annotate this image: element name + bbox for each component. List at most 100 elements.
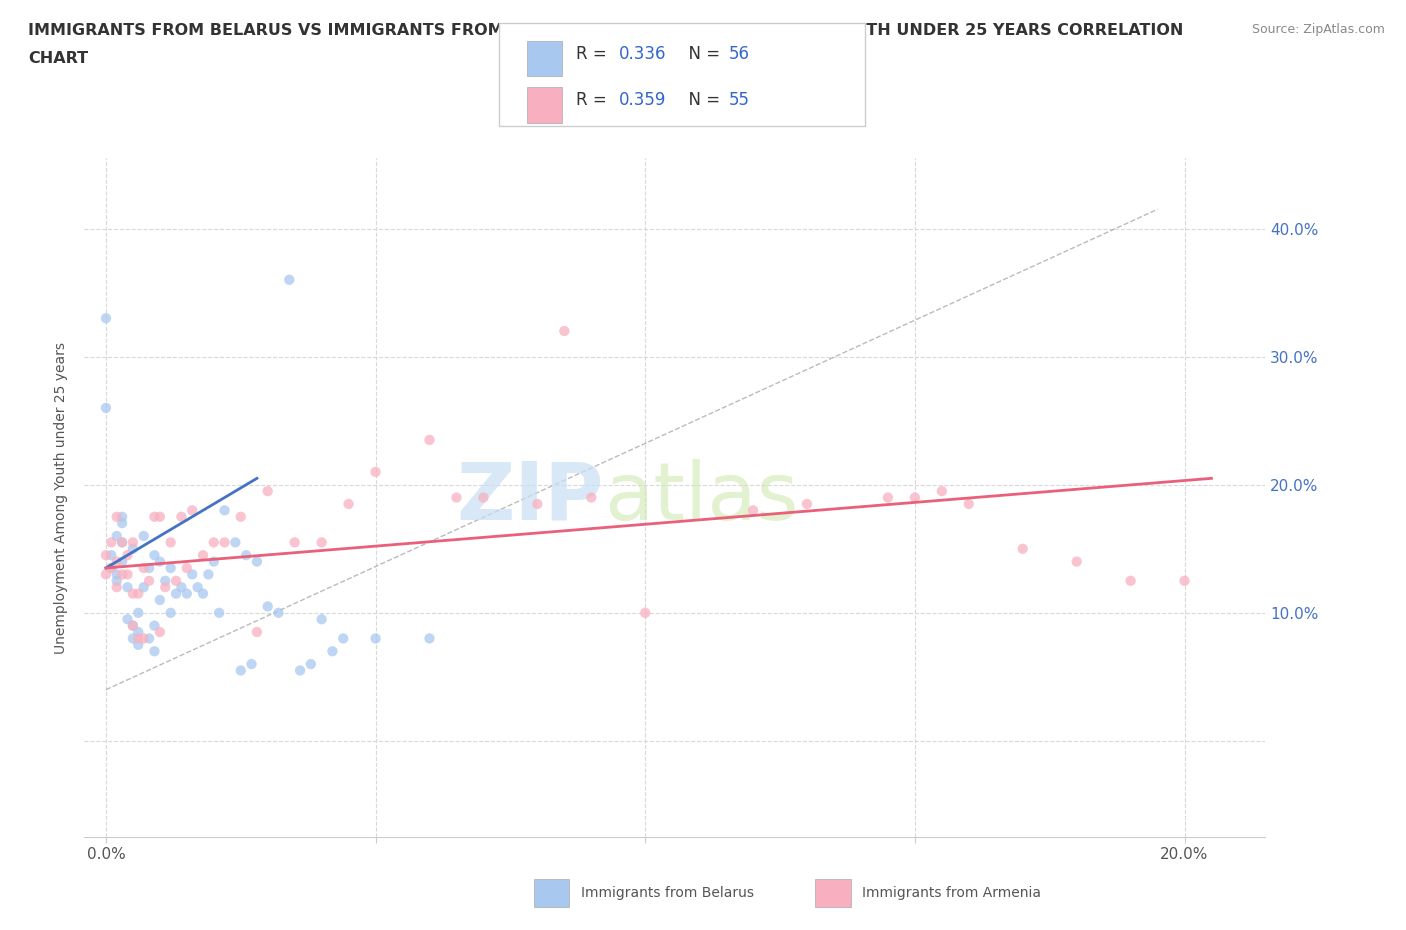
Point bbox=[105, 528, 128, 543]
Point bbox=[138, 574, 160, 589]
Point bbox=[132, 561, 155, 576]
Point bbox=[159, 605, 181, 620]
Point bbox=[138, 631, 160, 646]
Point bbox=[94, 567, 117, 582]
Text: 0.359: 0.359 bbox=[619, 91, 666, 110]
Point bbox=[149, 510, 172, 525]
Point bbox=[105, 510, 128, 525]
Point bbox=[127, 586, 149, 601]
Text: Source: ZipAtlas.com: Source: ZipAtlas.com bbox=[1251, 23, 1385, 36]
Point bbox=[105, 574, 128, 589]
Point bbox=[526, 497, 548, 512]
Point bbox=[149, 592, 172, 607]
Point bbox=[957, 497, 980, 512]
Point bbox=[159, 535, 181, 550]
Point bbox=[1173, 574, 1195, 589]
Point bbox=[149, 554, 172, 569]
Point bbox=[132, 579, 155, 594]
Point bbox=[105, 567, 128, 582]
Point bbox=[132, 631, 155, 646]
Point bbox=[278, 272, 301, 287]
Point bbox=[229, 663, 252, 678]
Text: IMMIGRANTS FROM BELARUS VS IMMIGRANTS FROM ARMENIA UNEMPLOYMENT AMONG YOUTH UNDE: IMMIGRANTS FROM BELARUS VS IMMIGRANTS FR… bbox=[28, 23, 1184, 38]
Text: N =: N = bbox=[678, 91, 725, 110]
Point bbox=[246, 625, 269, 640]
Point bbox=[1066, 554, 1088, 569]
Point bbox=[931, 484, 953, 498]
Point bbox=[94, 548, 117, 563]
Point bbox=[418, 432, 440, 447]
Point bbox=[94, 311, 117, 325]
Point bbox=[117, 612, 139, 627]
Point bbox=[364, 464, 387, 479]
Point bbox=[446, 490, 468, 505]
Point bbox=[311, 612, 333, 627]
Point bbox=[202, 554, 225, 569]
Point bbox=[1011, 541, 1033, 556]
Point bbox=[202, 535, 225, 550]
Point bbox=[311, 535, 333, 550]
Point bbox=[117, 579, 139, 594]
Point bbox=[111, 516, 134, 531]
Text: Immigrants from Armenia: Immigrants from Armenia bbox=[862, 885, 1040, 900]
Text: CHART: CHART bbox=[28, 51, 89, 66]
Point bbox=[122, 586, 145, 601]
Point bbox=[235, 548, 257, 563]
Point bbox=[111, 535, 134, 550]
Point bbox=[176, 586, 198, 601]
Point bbox=[284, 535, 307, 550]
Point bbox=[100, 535, 122, 550]
Text: atlas: atlas bbox=[605, 458, 799, 537]
Text: 56: 56 bbox=[728, 45, 749, 63]
Point bbox=[256, 599, 278, 614]
Point bbox=[111, 554, 134, 569]
Point bbox=[181, 503, 204, 518]
Point bbox=[191, 548, 214, 563]
Point bbox=[100, 561, 122, 576]
Point bbox=[229, 510, 252, 525]
Point bbox=[170, 579, 193, 594]
Point bbox=[581, 490, 603, 505]
Text: 55: 55 bbox=[728, 91, 749, 110]
Point bbox=[553, 324, 575, 339]
Point bbox=[181, 567, 204, 582]
Point bbox=[155, 574, 177, 589]
Point bbox=[149, 625, 172, 640]
Point bbox=[472, 490, 495, 505]
Point bbox=[299, 657, 322, 671]
Point bbox=[208, 605, 231, 620]
Point bbox=[132, 528, 155, 543]
Text: Immigrants from Belarus: Immigrants from Belarus bbox=[581, 885, 754, 900]
Text: ZIP: ZIP bbox=[457, 458, 605, 537]
Point bbox=[127, 625, 149, 640]
Point bbox=[117, 548, 139, 563]
Point bbox=[634, 605, 657, 620]
Y-axis label: Unemployment Among Youth under 25 years: Unemployment Among Youth under 25 years bbox=[55, 341, 69, 654]
Point bbox=[321, 644, 343, 658]
Point bbox=[214, 503, 236, 518]
Point bbox=[111, 535, 134, 550]
Point bbox=[796, 497, 818, 512]
Point bbox=[332, 631, 354, 646]
Point bbox=[170, 510, 193, 525]
Point bbox=[214, 535, 236, 550]
Point bbox=[122, 541, 145, 556]
Point bbox=[337, 497, 360, 512]
Point bbox=[224, 535, 246, 550]
Point bbox=[165, 586, 187, 601]
Point bbox=[364, 631, 387, 646]
Point bbox=[122, 618, 145, 633]
Point bbox=[100, 561, 122, 576]
Point bbox=[122, 535, 145, 550]
Point bbox=[1119, 574, 1142, 589]
Point bbox=[246, 554, 269, 569]
Point bbox=[418, 631, 440, 646]
Point bbox=[122, 631, 145, 646]
Point bbox=[138, 561, 160, 576]
Point bbox=[105, 579, 128, 594]
Point bbox=[111, 510, 134, 525]
Point bbox=[159, 561, 181, 576]
Point bbox=[111, 567, 134, 582]
Point bbox=[143, 644, 166, 658]
Point bbox=[105, 554, 128, 569]
